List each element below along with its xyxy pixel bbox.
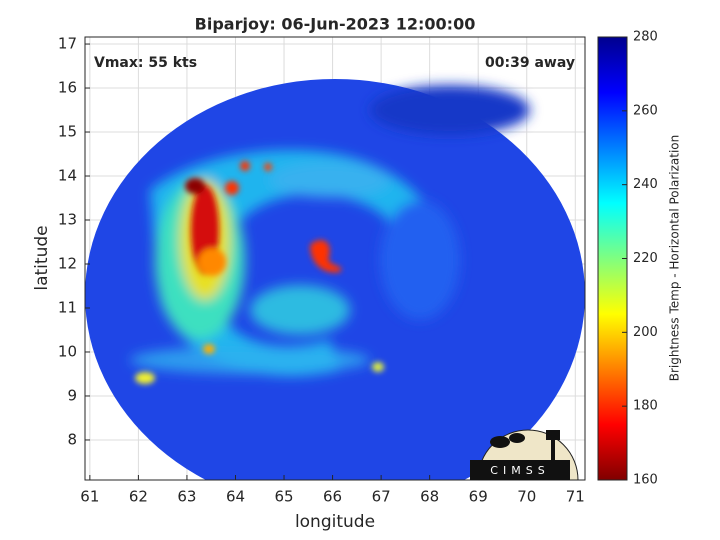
- y-tick-label: 15: [58, 123, 77, 141]
- logo-text: CIMSS: [490, 464, 549, 477]
- y-tick-label: 17: [58, 35, 77, 53]
- plot-frame: [84, 36, 586, 481]
- logo: CIMSS: [470, 429, 579, 481]
- annotation: Vmax: 55 kts: [94, 55, 197, 71]
- x-tick-label: 71: [566, 488, 585, 506]
- annotation: 00:39 away: [485, 55, 575, 71]
- logo-tower: [546, 430, 560, 440]
- colorbar-tick-label: 160: [633, 473, 658, 488]
- y-tick-label: 10: [58, 342, 77, 360]
- x-tick-label: 63: [177, 488, 196, 506]
- colorbar-tick-label: 280: [633, 30, 658, 45]
- x-tick-label: 62: [129, 488, 148, 506]
- logo-dish: [490, 436, 510, 448]
- chart-title: Biparjoy: 06-Jun-2023 12:00:00: [195, 15, 476, 34]
- x-tick-label: 69: [469, 488, 488, 506]
- x-tick-label: 67: [372, 488, 391, 506]
- x-tick-label: 68: [420, 488, 439, 506]
- satellite-image: [85, 79, 585, 480]
- colorbar-tick-label: 240: [633, 177, 658, 192]
- x-tick-label: 65: [274, 488, 293, 506]
- colorbar-tick-label: 260: [633, 103, 658, 118]
- ticks: 61 62 63 64 65 66 67 68 69 70 71 8 9 10 11 12 13 14 15 16 17: [58, 35, 585, 506]
- x-tick-label: 66: [323, 488, 342, 506]
- x-tick-label: 61: [80, 488, 99, 506]
- logo-tower: [551, 440, 555, 462]
- colorbar-tick-label: 180: [633, 399, 658, 414]
- y-tick-label: 8: [67, 430, 77, 448]
- colorbar-label: Brightness Temp - Horizontal Polarizatio…: [668, 135, 682, 382]
- y-tick-label: 13: [58, 211, 77, 229]
- convection: [135, 161, 384, 384]
- y-tick-label: 9: [67, 386, 77, 404]
- colorbar-tick-label: 220: [633, 251, 658, 266]
- x-tick-label: 64: [226, 488, 245, 506]
- y-tick-label: 12: [58, 254, 77, 272]
- y-axis-label: latitude: [32, 225, 52, 290]
- y-tick-label: 11: [58, 298, 77, 316]
- y-tick-label: 14: [58, 167, 77, 185]
- logo-band: [470, 460, 570, 480]
- logo-dish: [509, 433, 525, 443]
- colorbar-ticks: 160 180 200 220 240 260 280: [622, 30, 658, 488]
- x-axis-label: longitude: [295, 512, 375, 532]
- colorbar-tick-label: 200: [633, 325, 658, 340]
- x-tick-label: 70: [517, 488, 536, 506]
- y-tick-label: 16: [58, 79, 77, 97]
